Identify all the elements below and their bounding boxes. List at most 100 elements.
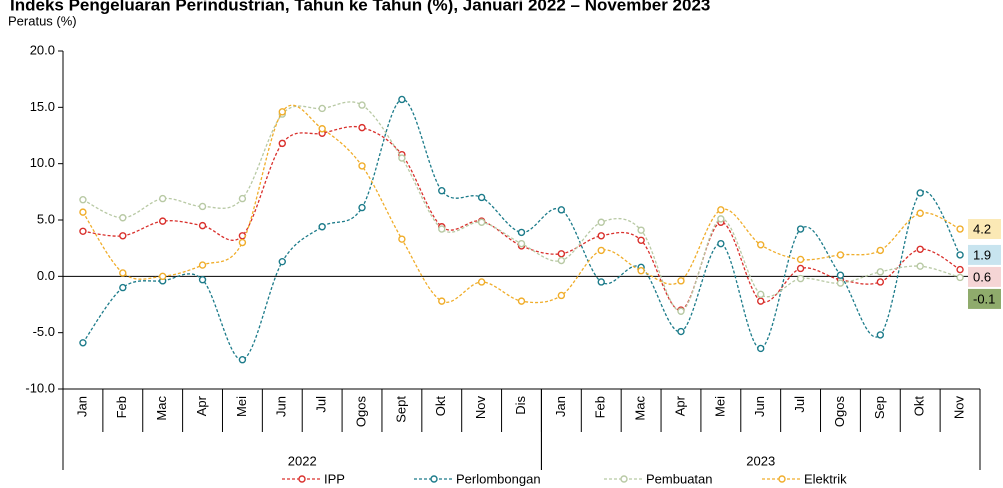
point xyxy=(597,278,605,286)
point xyxy=(438,297,446,305)
point xyxy=(876,268,885,276)
y-tick-label: 20.0 xyxy=(30,42,55,57)
x-tick-label: Okt xyxy=(433,396,448,417)
x-tick-label: Jan xyxy=(553,396,568,417)
x-tick-label: Jun xyxy=(752,396,767,417)
point xyxy=(119,214,127,222)
legend-label: Perlombongan xyxy=(456,471,541,486)
end-label: 4.2 xyxy=(973,221,991,236)
point xyxy=(677,307,685,315)
point xyxy=(757,241,765,249)
x-tick-label: Jul xyxy=(792,396,807,413)
point xyxy=(438,187,446,195)
x-tick-label: Nov xyxy=(473,396,488,420)
point xyxy=(557,250,566,258)
legend-marker xyxy=(298,475,306,483)
point xyxy=(398,235,406,243)
point xyxy=(916,189,924,197)
legend-marker xyxy=(620,475,628,483)
point xyxy=(517,228,526,237)
end-label: -0.1 xyxy=(973,291,995,306)
point xyxy=(238,238,247,247)
y-tick-label: -5.0 xyxy=(33,324,55,339)
point xyxy=(119,232,127,240)
point xyxy=(597,232,605,240)
point xyxy=(238,232,247,240)
point xyxy=(79,339,87,347)
point xyxy=(318,125,326,133)
point xyxy=(318,104,326,113)
point xyxy=(916,245,924,253)
point xyxy=(358,101,366,109)
point xyxy=(836,251,845,259)
point xyxy=(597,218,605,226)
point xyxy=(557,206,566,214)
end-label-box xyxy=(968,244,1001,265)
end-label-box xyxy=(968,266,1001,287)
point xyxy=(238,356,247,364)
y-tick-label: 5.0 xyxy=(37,211,55,226)
point xyxy=(796,225,805,233)
point xyxy=(836,271,845,279)
legend-marker xyxy=(778,475,786,483)
y-tick-label: 15.0 xyxy=(30,99,55,114)
x-tick-label: Nov xyxy=(952,396,967,420)
point xyxy=(677,277,685,285)
x-tick-label: Mac xyxy=(633,396,648,421)
point xyxy=(438,225,446,233)
point xyxy=(477,278,486,286)
chart-title: Indeks Pengeluaran Perindustrian, Tahun … xyxy=(10,0,710,14)
series-line xyxy=(82,104,961,304)
point xyxy=(757,297,765,305)
point xyxy=(956,225,964,233)
point xyxy=(956,265,964,274)
point xyxy=(517,297,526,305)
x-tick-label: Jun xyxy=(274,396,289,417)
point xyxy=(79,196,87,204)
legend-marker xyxy=(430,475,438,483)
point xyxy=(477,218,486,226)
point xyxy=(916,262,924,270)
point xyxy=(717,206,725,214)
point xyxy=(398,95,406,104)
y-tick-label: 10.0 xyxy=(30,155,55,170)
point xyxy=(757,344,765,353)
point xyxy=(637,236,645,244)
point xyxy=(358,162,366,170)
point xyxy=(238,194,247,203)
point xyxy=(198,276,207,284)
point xyxy=(876,246,885,255)
end-label: 1.9 xyxy=(973,247,991,262)
point xyxy=(278,108,286,116)
x-tick-label: Apr xyxy=(672,395,687,416)
point xyxy=(278,139,286,148)
x-tick-label: Jul xyxy=(314,396,329,413)
point xyxy=(119,283,127,292)
x-tick-label: Dis xyxy=(513,396,528,415)
point xyxy=(597,246,605,255)
point xyxy=(198,202,207,211)
point xyxy=(158,272,167,281)
x-tick-label: Ogos xyxy=(353,396,368,428)
x-tick-label: Okt xyxy=(912,396,927,417)
point xyxy=(876,278,885,286)
point xyxy=(677,327,685,336)
x-tick-label: Feb xyxy=(114,396,129,418)
point xyxy=(158,194,167,203)
point xyxy=(637,226,645,234)
legend-label: Pembuatan xyxy=(646,471,713,486)
x-tick-label: Sept xyxy=(393,396,408,423)
y-tick-label: -10.0 xyxy=(25,380,55,395)
point xyxy=(796,264,805,273)
point xyxy=(796,274,805,283)
point xyxy=(557,256,566,265)
point xyxy=(198,221,207,230)
point xyxy=(79,208,87,216)
x-tick-label: Mac xyxy=(154,396,169,421)
point xyxy=(916,209,924,217)
end-label-box xyxy=(968,219,1001,240)
point xyxy=(956,273,964,282)
point xyxy=(956,251,964,259)
x-tick-label: Mei xyxy=(234,396,249,417)
